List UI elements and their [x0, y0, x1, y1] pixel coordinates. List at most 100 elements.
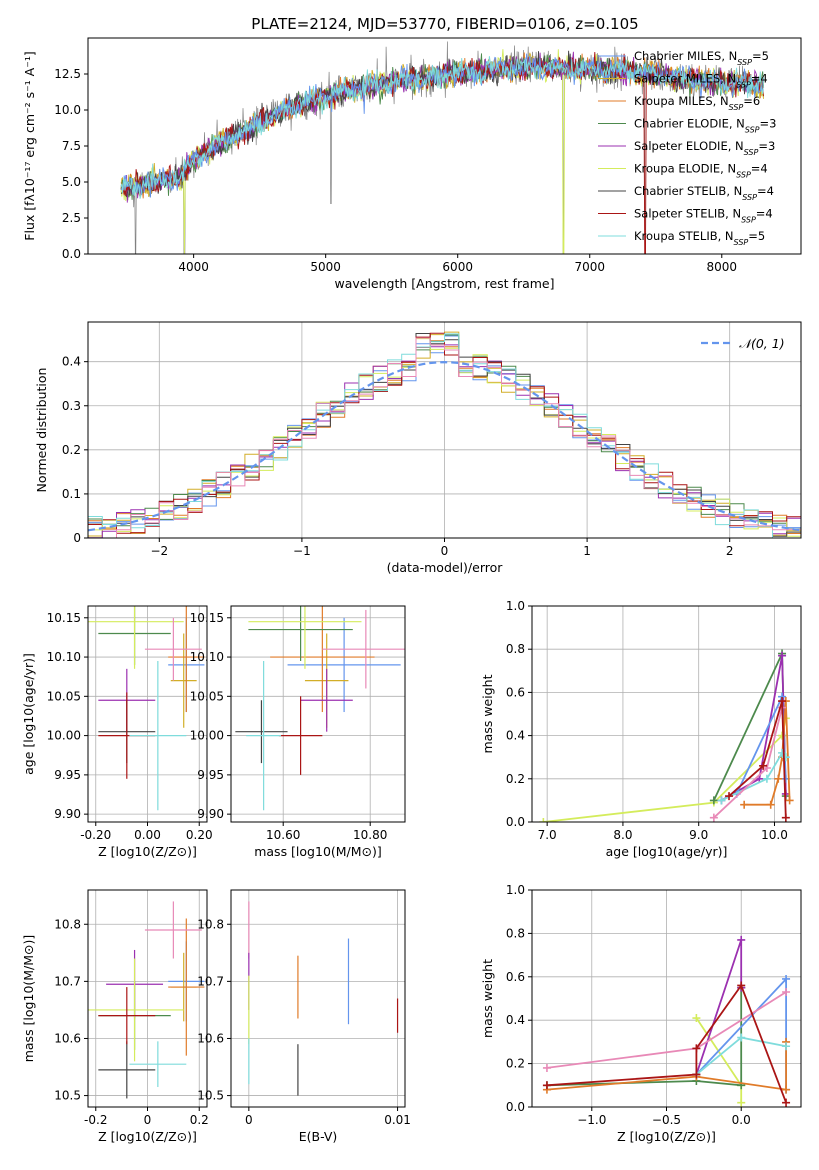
y-tick-label: 10.5	[197, 1089, 224, 1103]
y-tick-label: 9.90	[54, 807, 81, 821]
x-axis-label: Z [log10(Z/Z⊙)]	[98, 1129, 197, 1144]
y-tick-label: 5.0	[62, 175, 81, 189]
y-tick-label: 12.5	[54, 67, 81, 81]
y-tick-label: 2.5	[62, 211, 81, 225]
y-tick-label: 0.6	[506, 970, 525, 984]
weight-marker	[774, 774, 783, 783]
y-tick-label: 10.15	[190, 611, 224, 625]
y-tick-label: 0.3	[62, 399, 81, 413]
massweight_vs_age-plot-area	[539, 649, 794, 822]
x-tick-label: 6000	[442, 260, 473, 274]
y-tick-label: 10.8	[54, 917, 81, 931]
y-tick-label: 0.0	[506, 1100, 525, 1114]
weight-marker	[782, 974, 791, 983]
y-tick-label: 10.10	[47, 650, 81, 664]
y-axis-label: mass [log10(M/M⊙)]	[21, 935, 36, 1063]
panels: 4000 5000 6000 7000 80000.02.55.07.510.012.5…	[21, 37, 802, 1144]
y-tick-label: 10.10	[190, 650, 224, 664]
x-tick-label: 0.20	[186, 828, 213, 842]
y-axis-label: Flux [fλ10⁻¹⁷ erg cm⁻² s⁻¹ A⁻¹]	[22, 51, 37, 240]
weight-marker	[782, 1042, 791, 1051]
weight-marker	[709, 813, 718, 822]
weight-marker	[542, 1081, 551, 1090]
weight-marker	[778, 651, 787, 660]
y-tick-label: 0.6	[506, 685, 525, 699]
mass_vs_ebv-panel: 0 0.01 10.5 10.6 10.7 10.8 E(B-V)	[197, 889, 411, 1144]
weight-line-kroupa_miles	[546, 1041, 787, 1091]
x-axis-label: Z [log10(Z/Z⊙)]	[617, 1129, 716, 1144]
mass_vs_Z-panel: -0.2 0 0.2 10.5 10.6 10.7 10.8 Z [log10(Z/Z⊙)] m…	[21, 889, 209, 1144]
mass_vs_ebv-frame	[230, 889, 406, 1108]
weight-marker	[709, 796, 718, 805]
legend-entry: Chabrier MILES, NSSP=5	[634, 49, 769, 67]
legend-entry: Chabrier STELIB, NSSP=4	[634, 184, 774, 202]
x-tick-label: 8.0	[613, 828, 632, 842]
weight-marker	[778, 748, 787, 757]
y-tick-label: 9.95	[54, 768, 81, 782]
x-tick-label: −2	[150, 544, 168, 558]
x-tick-label: 0.0	[732, 1113, 751, 1127]
x-tick-label: 8000	[707, 260, 738, 274]
weight-marker	[692, 1070, 701, 1079]
y-tick-label: 10.15	[47, 611, 81, 625]
weight-marker	[725, 792, 734, 801]
x-tick-label: 1	[583, 544, 591, 558]
weight-marker	[737, 981, 746, 990]
spectrum-model-kroupa_stelib	[120, 56, 764, 199]
legend-entry: Chabrier ELODIE, NSSP=3	[634, 117, 776, 135]
x-tick-label: 10.0	[761, 828, 788, 842]
x-axis-label: wavelength [Angstrom, rest frame]	[334, 276, 554, 291]
hist-step-pink	[88, 337, 801, 538]
y-tick-label: 0.4	[506, 1013, 525, 1027]
weight-marker	[740, 800, 749, 809]
weight-marker	[781, 813, 790, 822]
y-tick-label: 10.7	[197, 974, 224, 988]
legend-entry: Salpeter STELIB, NSSP=4	[634, 207, 773, 225]
x-tick-label: 9.0	[689, 828, 708, 842]
massweight_vs_Z-plot-area	[542, 935, 791, 1107]
y-tick-label: 1.0	[506, 599, 525, 613]
y-tick-label: 0.0	[62, 247, 81, 261]
age_vs_mass-frame	[230, 605, 406, 823]
massweight_vs_Z-panel: −1.0 −0.5 0.0 0.0 0.2 0.4 0.6 0.8 1.0 Z [log10(Z/…	[480, 883, 802, 1144]
y-tick-label: 0.2	[62, 443, 81, 457]
x-tick-label: 0	[245, 1113, 253, 1127]
y-tick-label: 10.7	[54, 974, 81, 988]
y-tick-label: 9.90	[197, 807, 224, 821]
x-axis-label: mass [log10(M/M⊙)]	[254, 844, 382, 859]
x-tick-label: 0.2	[190, 1113, 209, 1127]
x-tick-label: 0.00	[134, 828, 161, 842]
weight-marker	[782, 1085, 791, 1094]
y-tick-label: 9.95	[197, 768, 224, 782]
legend-entry: 𝒩(0, 1)	[739, 336, 785, 351]
weight-marker	[737, 1033, 746, 1042]
hist-step-salpeter_stelib	[88, 332, 801, 534]
y-tick-label: 10.6	[197, 1031, 224, 1045]
x-tick-label: 7.0	[538, 828, 557, 842]
legend-entry: Salpeter MILES, NSSP=4	[634, 72, 768, 90]
weight-line-salpeter_stelib	[728, 700, 787, 818]
weight-marker	[737, 1098, 746, 1107]
y-tick-label: 0.0	[506, 815, 525, 829]
y-tick-label: 7.5	[62, 139, 81, 153]
y-tick-label: 0.2	[506, 1057, 525, 1071]
x-axis-label: (data-model)/error	[387, 560, 504, 575]
age_vs_mass-plot-area	[235, 606, 405, 811]
x-axis-label: age [log10(age/yr)]	[606, 844, 728, 859]
spectrum-panel: 4000 5000 6000 7000 8000 0.0 2.5 5.0 7.5 10.0 12.5…	[22, 37, 802, 291]
y-tick-label: 10.0	[54, 103, 81, 117]
y-axis-label: age [log10(age/yr)]	[21, 653, 36, 775]
residual_hist-panel: −2 −1 0 1 2 0 0.1 0.2 0.3 0.4 (data-model)/error No…	[34, 321, 802, 575]
y-tick-label: 0.4	[62, 355, 81, 369]
x-tick-label: 7000	[574, 260, 605, 274]
y-tick-label: 10.6	[54, 1031, 81, 1045]
y-tick-label: 10.00	[190, 729, 224, 743]
y-axis-label: mass weight	[480, 674, 495, 753]
x-tick-label: 10.60	[266, 828, 300, 842]
mass_vs_ebv-plot-area	[248, 901, 399, 1096]
spectrum-legend: Chabrier MILES, NSSP=5 Salpeter MILES, NS…	[598, 49, 776, 247]
y-tick-label: 10.5	[54, 1089, 81, 1103]
y-tick-label: 0.2	[506, 772, 525, 786]
x-tick-label: 0	[441, 544, 449, 558]
